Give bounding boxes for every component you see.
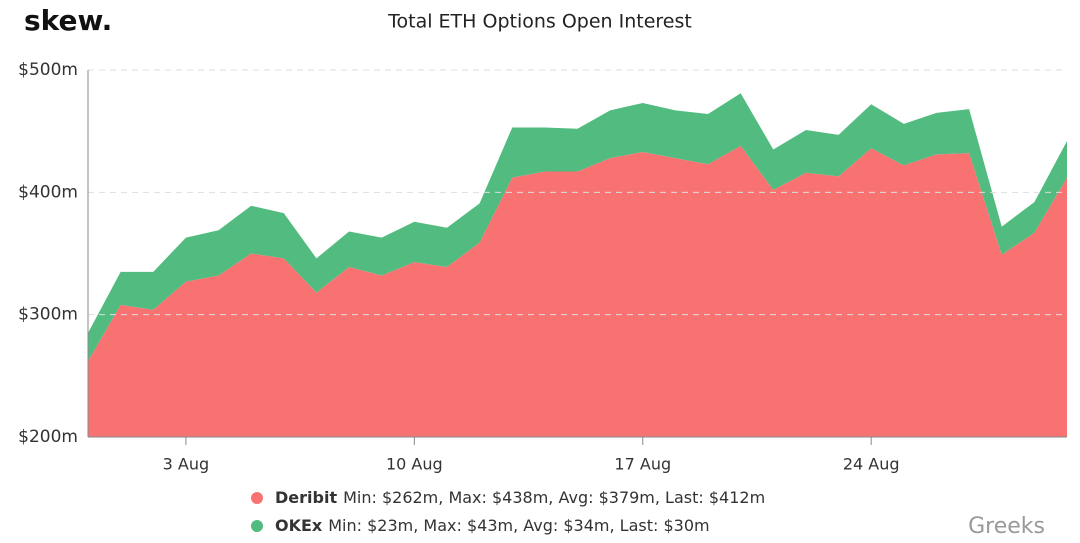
y-tick-label: $400m [18, 182, 78, 202]
x-tick-label: 24 Aug [843, 455, 900, 474]
legend-swatch [251, 520, 263, 532]
chart-title: Total ETH Options Open Interest [387, 11, 692, 33]
legend-swatch [251, 492, 263, 504]
y-tick-label: $300m [18, 305, 78, 325]
legend-entry: OKEx Min: $23m, Max: $43m, Avg: $34m, Las… [275, 516, 710, 535]
watermark: Greeks [968, 514, 1045, 539]
legend-name: OKEx [275, 516, 323, 535]
legend-entry: Deribit Min: $262m, Max: $438m, Avg: $379… [275, 488, 765, 507]
y-tick-label: $200m [18, 427, 78, 447]
y-tick-label: $500m [18, 60, 78, 80]
area [88, 145, 1067, 437]
x-tick-label: 17 Aug [614, 455, 671, 474]
legend-stats: Min: $23m, Max: $43m, Avg: $34m, Last: $… [328, 516, 709, 535]
area [88, 93, 1067, 362]
brand-logo: skew. [24, 4, 112, 37]
legend-stats: Min: $262m, Max: $438m, Avg: $379m, Last… [343, 488, 765, 507]
x-tick-label: 3 Aug [163, 455, 210, 474]
legend-name: Deribit [275, 488, 337, 507]
x-tick-label: 10 Aug [386, 455, 443, 474]
